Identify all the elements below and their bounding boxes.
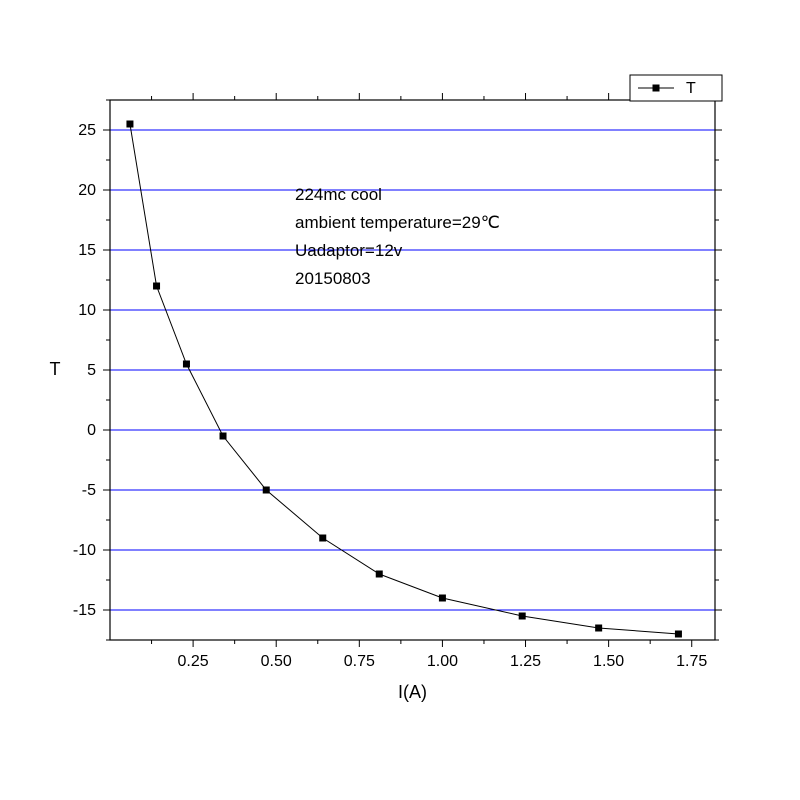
- svg-text:0: 0: [87, 422, 96, 439]
- svg-text:-10: -10: [73, 542, 96, 559]
- x-axis-label: I(A): [398, 682, 427, 702]
- annotation-line: Uadaptor=12v: [295, 241, 403, 260]
- svg-text:0.25: 0.25: [178, 653, 209, 670]
- svg-text:0.50: 0.50: [261, 653, 292, 670]
- svg-text:1.25: 1.25: [510, 653, 541, 670]
- svg-text:-15: -15: [73, 602, 96, 619]
- annotation-line: 20150803: [295, 269, 371, 288]
- svg-text:5: 5: [87, 362, 96, 379]
- annotation-line: 224mc cool: [295, 185, 382, 204]
- svg-text:15: 15: [78, 242, 96, 259]
- legend: T: [630, 75, 722, 101]
- legend-label: T: [686, 80, 696, 97]
- tick-labels: 0.25 0.50 0.75 1.00 1.25 1.50 1.75 -15 -10 -5 0 5 10…: [73, 122, 708, 670]
- svg-text:10: 10: [78, 302, 96, 319]
- y-axis-label: T: [50, 359, 61, 379]
- svg-text:1.75: 1.75: [676, 653, 707, 670]
- svg-text:25: 25: [78, 122, 96, 139]
- svg-text:-5: -5: [82, 482, 96, 499]
- chart-svg: 0.25 0.50 0.75 1.00 1.25 1.50 1.75 -15 -10 -5 0 5 10…: [0, 0, 800, 800]
- annotation-line: ambient temperature=29℃: [295, 213, 500, 232]
- svg-text:20: 20: [78, 182, 96, 199]
- annotations: 224mc cool ambient temperature=29℃ Uadapto…: [295, 185, 500, 288]
- svg-text:0.75: 0.75: [344, 653, 375, 670]
- svg-text:1.50: 1.50: [593, 653, 624, 670]
- svg-text:1.00: 1.00: [427, 653, 458, 670]
- data-series: [126, 121, 681, 638]
- chart-container: 0.25 0.50 0.75 1.00 1.25 1.50 1.75 -15 -10 -5 0 5 10…: [0, 0, 800, 800]
- gridlines: [110, 130, 715, 610]
